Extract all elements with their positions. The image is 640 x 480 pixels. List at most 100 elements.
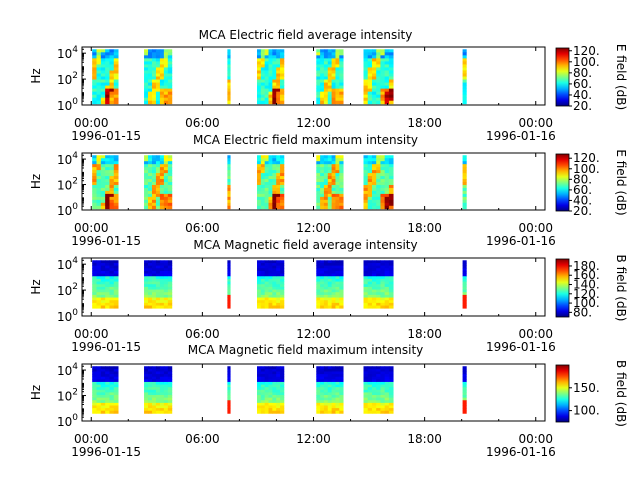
spectrogram-cell xyxy=(323,278,329,282)
spectrogram-cell xyxy=(331,76,336,80)
spectrogram-cell xyxy=(268,286,273,290)
spectrogram-cell xyxy=(380,94,386,99)
spectrogram-cell xyxy=(260,205,266,210)
spectrogram-cell xyxy=(144,273,149,277)
spectrogram-cell xyxy=(462,265,467,269)
spectrogram-cell xyxy=(155,190,161,195)
spectrogram-cell xyxy=(331,67,336,71)
spectrogram-cell xyxy=(148,381,153,385)
spectrogram-cell xyxy=(109,405,115,409)
spectrogram-cell xyxy=(100,366,106,370)
spectrogram-cell xyxy=(380,187,386,192)
spectrogram-cell xyxy=(320,70,325,74)
spectrogram-cell xyxy=(167,402,173,406)
spectrogram-cell xyxy=(148,387,153,391)
spectrogram-cell xyxy=(268,179,273,183)
spectrogram-cell xyxy=(264,187,269,192)
spectrogram-cell xyxy=(159,395,165,399)
spectrogram-cell xyxy=(320,85,325,90)
spectrogram-cell xyxy=(92,262,97,267)
spectrogram-cell xyxy=(462,379,467,383)
spectrogram-cell xyxy=(148,82,153,86)
spectrogram-cell xyxy=(272,155,277,159)
spectrogram-cell xyxy=(151,176,157,180)
spectrogram-cell xyxy=(159,179,165,183)
spectrogram-cell xyxy=(151,187,157,192)
spectrogram-cell xyxy=(167,199,173,204)
spectrogram-cell xyxy=(159,366,165,370)
spectrogram-cell xyxy=(113,392,119,396)
spectrogram-cell xyxy=(316,374,321,378)
spectrogram-cell xyxy=(316,88,321,93)
spectrogram-cell xyxy=(371,384,377,388)
spectrogram-cell xyxy=(380,392,386,396)
spectrogram-cell xyxy=(323,176,329,180)
spectrogram-cell xyxy=(276,76,281,80)
spectrogram-cell xyxy=(367,379,373,383)
spectrogram-cell xyxy=(376,61,381,65)
spectrogram-cell xyxy=(268,49,273,53)
spectrogram-cell xyxy=(376,294,381,298)
spectrogram-cell xyxy=(144,202,149,207)
spectrogram-cell xyxy=(159,289,165,293)
spectrogram-cell xyxy=(92,270,97,274)
spectrogram-cell xyxy=(363,161,369,165)
spectrogram-cell xyxy=(323,82,329,86)
spectrogram-cell xyxy=(155,374,161,378)
spectrogram-cell xyxy=(100,73,106,77)
spectrogram-cell xyxy=(388,173,394,177)
spectrogram-cell xyxy=(105,67,110,71)
spectrogram-cell xyxy=(388,55,394,59)
x-tick-label: 00:00 xyxy=(518,116,553,130)
spectrogram-cell xyxy=(335,73,340,77)
spectrogram-cell xyxy=(323,173,329,177)
spectrogram-cell xyxy=(96,405,102,409)
spectrogram-cell xyxy=(257,55,262,59)
spectrogram-cell xyxy=(163,368,169,372)
spectrogram-cell xyxy=(316,64,321,68)
spectrogram-cell xyxy=(109,55,115,59)
spectrogram-cell xyxy=(276,289,281,293)
spectrogram-cell xyxy=(155,193,161,198)
spectrogram-cell xyxy=(148,281,153,285)
spectrogram-cell xyxy=(96,397,102,401)
spectrogram-cell xyxy=(276,265,281,269)
spectrogram-cell xyxy=(367,270,373,274)
spectrogram-cell xyxy=(339,397,344,401)
spectrogram-cell xyxy=(462,164,467,168)
spectrogram-cell xyxy=(148,389,153,393)
spectrogram-cell xyxy=(268,366,273,370)
spectrogram-cell xyxy=(92,58,97,62)
spectrogram-cell xyxy=(280,395,285,399)
spectrogram-cell xyxy=(367,286,373,290)
spectrogram-cell xyxy=(339,173,344,177)
spectrogram-cell xyxy=(388,289,394,293)
spectrogram-cell xyxy=(159,199,165,204)
spectrogram-cell xyxy=(320,278,325,282)
spectrogram-cell xyxy=(148,262,153,267)
spectrogram-cell xyxy=(320,170,325,174)
spectrogram-cell xyxy=(167,52,173,56)
spectrogram-cell xyxy=(257,270,262,274)
spectrogram-cell xyxy=(323,302,329,306)
spectrogram-cell xyxy=(144,196,149,201)
spectrogram-cell xyxy=(109,199,115,204)
spectrogram-cell xyxy=(100,389,106,393)
spectrogram-cell xyxy=(155,199,161,204)
spectrogram-cell xyxy=(268,381,273,385)
colorbar-label: B field (dB) xyxy=(614,360,628,427)
spectrogram-cell xyxy=(113,58,119,62)
spectrogram-cell xyxy=(376,85,381,90)
spectrogram-cell xyxy=(109,164,115,168)
spectrogram-cell xyxy=(376,205,381,210)
spectrogram-cell xyxy=(163,265,169,269)
spectrogram-cell xyxy=(264,292,269,296)
spectrogram-cell xyxy=(264,196,269,201)
spectrogram-cell xyxy=(167,155,173,159)
spectrogram-cell xyxy=(327,196,333,201)
spectrogram-cell xyxy=(109,64,115,68)
spectrogram-cell xyxy=(367,61,373,65)
spectrogram-cell xyxy=(323,410,329,414)
spectrogram-cell xyxy=(159,262,165,267)
spectrogram-cell xyxy=(339,260,344,264)
